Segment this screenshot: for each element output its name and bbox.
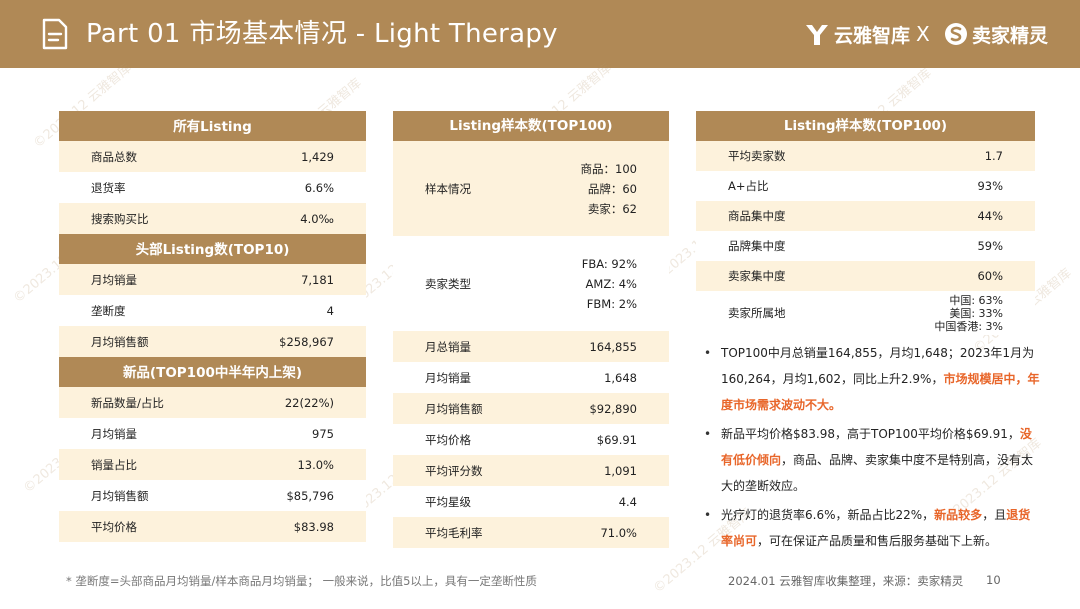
panel-seller-metrics: Listing样本数(TOP100) 平均卖家数 1.7 A+占比 93% 商品集中… <box>696 111 1035 335</box>
table-row: 卖家集中度 60% <box>696 261 1035 291</box>
panel-header: Listing样本数(TOP100) <box>696 111 1035 141</box>
seller-type-values: FBA: 92% AMZ: 4% FBM: 2% <box>581 256 637 311</box>
table-row: 月均销售额 $258,967 <box>59 326 366 357</box>
analysis-bullets: TOP100中月总销量164,855，月均1,648；2023年1月为160,2… <box>700 340 1040 557</box>
table-row: 样本情况 商品：100 品牌：60 卖家：62 <box>393 141 669 236</box>
maijia-logo-icon <box>945 23 967 45</box>
panel-all-listings: 所有Listing 商品总数 1,429 退货率 6.6% 搜索购买比 4.0‰ 头部… <box>59 111 366 542</box>
table-row: 月均销量 1,648 <box>393 362 669 393</box>
table-row: A+占比 93% <box>696 171 1035 201</box>
bullet-item: 光疗灯的退货率6.6%，新品占比22%，新品较多，且退货率尚可，可在保证产品质量… <box>700 502 1040 554</box>
table-row: 平均评分数 1,091 <box>393 455 669 486</box>
origin-values: 中国: 63% 美国: 33% 中国香港: 3% <box>934 293 1003 333</box>
section-header: 新品(TOP100中半年内上架) <box>59 357 366 387</box>
table-row: 平均价格 $83.98 <box>59 511 366 542</box>
table-row: 退货率 6.6% <box>59 172 366 203</box>
table-row: 月总销量 164,855 <box>393 331 669 362</box>
table-row: 卖家类型 FBA: 92% AMZ: 4% FBM: 2% <box>393 236 669 331</box>
table-row: 商品总数 1,429 <box>59 141 366 172</box>
brand-yunya-label: 云雅智库 <box>834 24 911 47</box>
footnote: * 垄断度=头部商品月均销量/样本商品月均销量； 一般来说，比值5以上，具有一定… <box>66 574 537 588</box>
table-row: 平均毛利率 71.0% <box>393 517 669 548</box>
brand-maijia-label: 卖家精灵 <box>972 24 1049 47</box>
table-row: 平均卖家数 1.7 <box>696 141 1035 171</box>
table-row: 搜索购买比 4.0‰ <box>59 203 366 234</box>
table-row: 新品数量/占比 22(22%) <box>59 387 366 418</box>
page-title: Part 01 市场基本情况 - Light Therapy <box>86 19 558 49</box>
yunya-logo-icon <box>806 25 828 45</box>
section-header: 所有Listing <box>59 111 366 141</box>
section-header: 头部Listing数(TOP10) <box>59 234 366 264</box>
table-row: 垄断度 4 <box>59 295 366 326</box>
table-row: 销量占比 13.0% <box>59 449 366 480</box>
brand-yunya: 云雅智库 <box>804 20 910 48</box>
table-row: 卖家所属地 中国: 63% 美国: 33% 中国香港: 3% <box>696 291 1035 335</box>
bullet-item: 新品平均价格$83.98，高于TOP100平均价格$69.91，没有低价倾向，商… <box>700 421 1040 499</box>
table-row: 月均销量 7,181 <box>59 264 366 295</box>
header-bar: Part 01 市场基本情况 - Light Therapy 云雅智库 X 卖家… <box>0 0 1080 68</box>
bullet-item: TOP100中月总销量164,855，月均1,648；2023年1月为160,2… <box>700 340 1040 418</box>
brand-maijia: 卖家精灵 <box>944 20 1048 48</box>
sample-values: 商品：100 品牌：60 卖家：62 <box>580 161 637 216</box>
table-row: 月均销售额 $92,890 <box>393 393 669 424</box>
table-row: 月均销售额 $85,796 <box>59 480 366 511</box>
page-number: 10 <box>986 573 1001 587</box>
document-icon <box>42 18 68 50</box>
panel-top100-sample: Listing样本数(TOP100) 样本情况 商品：100 品牌：60 卖家：… <box>393 111 669 548</box>
source-note: 2024.01 云雅智库收集整理，来源：卖家精灵 <box>728 574 964 588</box>
table-row: 月均销量 975 <box>59 418 366 449</box>
table-row: 品牌集中度 59% <box>696 231 1035 261</box>
table-row: 平均价格 $69.91 <box>393 424 669 455</box>
panel-header: Listing样本数(TOP100) <box>393 111 669 141</box>
table-row: 商品集中度 44% <box>696 201 1035 231</box>
brand-separator: X <box>916 22 930 46</box>
table-row: 平均星级 4.4 <box>393 486 669 517</box>
